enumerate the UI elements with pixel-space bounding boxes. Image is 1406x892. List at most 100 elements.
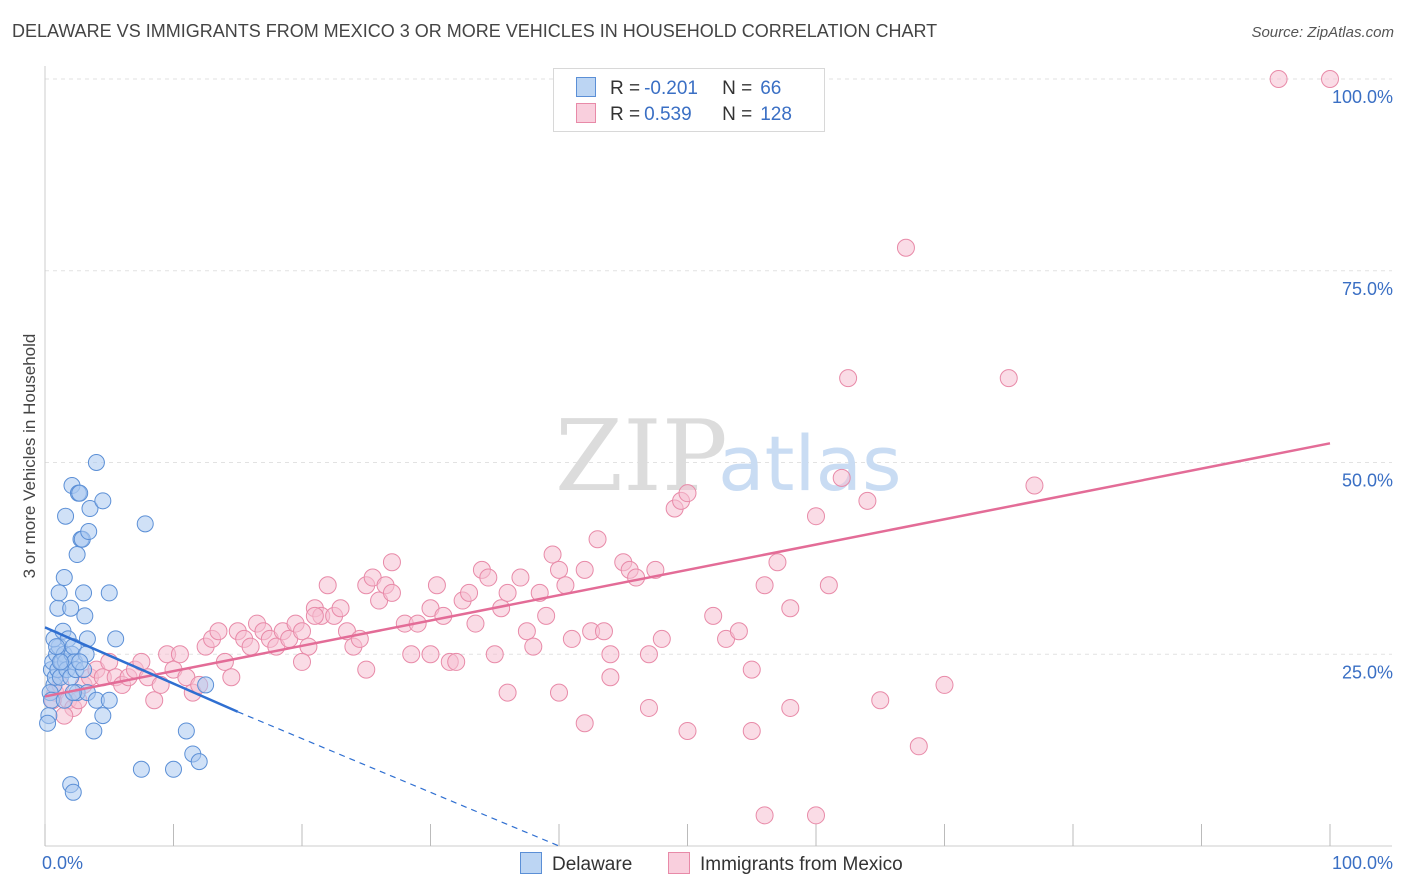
- data-point-mexico: [832, 468, 851, 487]
- legend-row-mexico: R = 0.539 N = 128: [576, 103, 792, 127]
- data-point-mexico: [896, 238, 915, 257]
- data-point-mexico: [858, 491, 877, 510]
- data-point-delaware: [50, 584, 68, 602]
- data-point-mexico: [517, 622, 536, 641]
- legend-n-value-delaware: 66: [760, 78, 782, 99]
- data-point-delaware: [81, 500, 99, 518]
- data-point-delaware: [51, 653, 69, 671]
- data-point-mexico: [742, 721, 761, 740]
- y-tick-label: 100.0%: [1332, 87, 1393, 107]
- data-point-mexico: [382, 583, 401, 602]
- trend-lines: [44, 442, 1331, 847]
- legend-r-label: R =: [610, 78, 641, 99]
- data-point-delaware: [94, 707, 112, 725]
- data-point-delaware: [87, 454, 105, 471]
- data-point-mexico: [909, 737, 928, 756]
- data-point-mexico: [382, 553, 401, 572]
- data-point-delaware: [68, 546, 86, 564]
- data-point-mexico: [222, 668, 241, 687]
- legend-swatch-mexico: [576, 103, 596, 123]
- data-point-mexico: [807, 507, 825, 526]
- y-tick-label: 25.0%: [1342, 662, 1393, 682]
- data-point-mexico: [588, 530, 607, 549]
- trend-line-delaware: [44, 626, 239, 713]
- data-point-mexico: [652, 629, 671, 648]
- data-point-delaware: [165, 760, 182, 778]
- bottom-legend-label-delaware: Delaware: [552, 854, 633, 875]
- data-point-mexico: [1269, 70, 1288, 88]
- data-point-mexico: [427, 576, 446, 595]
- data-point-mexico: [562, 629, 581, 648]
- data-point-mexico: [781, 698, 800, 717]
- data-point-delaware: [55, 569, 73, 587]
- data-point-mexico: [511, 568, 530, 587]
- data-point-mexico: [1025, 476, 1044, 495]
- data-point-mexico: [678, 484, 697, 503]
- data-point-mexico: [550, 560, 568, 579]
- data-point-mexico: [543, 545, 562, 564]
- data-point-delaware: [39, 714, 57, 732]
- legend-r-label: R =: [610, 104, 641, 125]
- data-point-delaware: [57, 507, 75, 525]
- data-point-mexico: [678, 721, 697, 740]
- data-point-delaware: [100, 691, 118, 709]
- data-point-mexico: [594, 622, 613, 641]
- tick-labels: 100.0% 75.0% 50.0% 25.0% 0.0% 100.0%: [42, 87, 1393, 873]
- bottom-legend-swatch-mexico: [668, 852, 690, 874]
- data-point-mexico: [331, 599, 350, 618]
- data-point-mexico: [755, 576, 774, 595]
- data-point-delaware: [80, 523, 98, 541]
- data-point-mexico: [447, 652, 466, 671]
- chart-title: DELAWARE VS IMMIGRANTS FROM MEXICO 3 OR …: [12, 21, 938, 41]
- data-point-mexico: [639, 645, 658, 664]
- legend-swatch-delaware: [576, 77, 596, 97]
- trend-line-mexico: [44, 442, 1331, 698]
- legend-n-label: N =: [722, 78, 753, 99]
- data-point-mexico: [1321, 70, 1339, 88]
- data-point-mexico: [170, 645, 189, 664]
- data-point-mexico: [729, 622, 748, 641]
- data-point-delaware: [177, 722, 195, 740]
- data-point-delaware: [197, 676, 215, 694]
- bottom-legend-mexico: Immigrants from Mexico: [668, 852, 903, 876]
- data-point-mexico: [402, 645, 421, 664]
- data-point-mexico: [871, 691, 890, 710]
- data-point-mexico: [601, 668, 620, 687]
- data-point-mexico: [145, 691, 164, 710]
- watermark-zip: ZIP: [555, 400, 728, 514]
- x-tick-label: 0.0%: [42, 853, 83, 873]
- data-point-mexico: [575, 714, 594, 733]
- data-point-delaware: [48, 638, 66, 656]
- data-point-delaware: [71, 484, 89, 502]
- series-delaware: [39, 454, 215, 801]
- data-point-delaware: [107, 630, 125, 648]
- data-point-delaware: [64, 783, 82, 801]
- data-point-mexico: [999, 369, 1018, 388]
- correlation-legend: R = -0.201 N = 66 R = 0.539 N = 128: [553, 68, 825, 132]
- data-point-mexico: [575, 560, 594, 579]
- data-point-delaware: [71, 653, 89, 671]
- data-point-mexico: [556, 576, 575, 595]
- y-tick-label: 75.0%: [1342, 279, 1393, 299]
- data-point-mexico: [241, 637, 260, 656]
- data-point-mexico: [537, 606, 556, 625]
- data-point-delaware: [190, 753, 208, 771]
- data-point-mexico: [755, 806, 774, 825]
- data-point-mexico: [839, 369, 858, 388]
- bottom-legend-delaware: Delaware: [520, 852, 632, 876]
- data-point-mexico: [460, 583, 479, 602]
- y-tick-label: 50.0%: [1342, 471, 1393, 491]
- data-point-mexico: [55, 706, 74, 725]
- watermark: ZIP atlas: [555, 400, 902, 514]
- x-tick-label: 100.0%: [1332, 853, 1393, 873]
- data-point-mexico: [627, 568, 646, 587]
- data-point-mexico: [498, 683, 517, 702]
- bottom-legend-swatch-delaware: [520, 852, 542, 874]
- data-point-delaware: [100, 584, 118, 602]
- data-point-mexico: [498, 583, 517, 602]
- data-point-delaware: [76, 607, 94, 625]
- data-point-mexico: [807, 806, 825, 825]
- data-point-mexico: [479, 568, 498, 587]
- grid-lines: [45, 78, 1392, 655]
- legend-row-delaware: R = -0.201 N = 66: [576, 77, 781, 101]
